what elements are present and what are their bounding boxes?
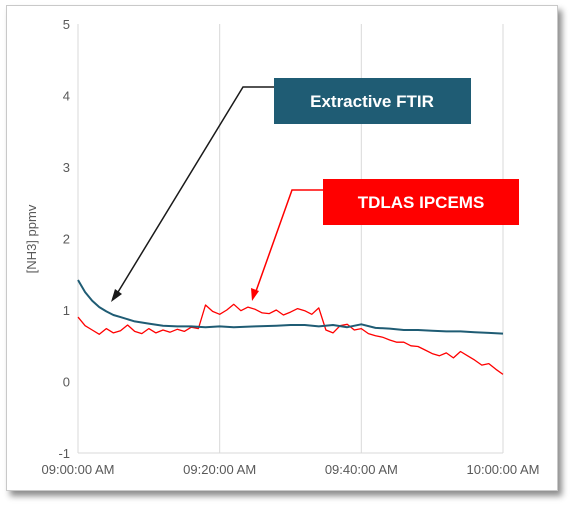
callout-tdlas-label: TDLAS IPCEMS (358, 193, 485, 212)
callout-ftir: Extractive FTIR (111, 78, 471, 302)
line-chart: -1 0 1 2 3 4 5 09:00:00 AM 09:20:00 AM 09:40:00 … (24, 17, 540, 477)
y-axis-title: [NH3] ppmv (24, 204, 39, 273)
callout-tdlas: TDLAS IPCEMS (251, 179, 519, 301)
callout-ftir-arrowhead (111, 289, 122, 302)
y-tick-label: 4 (63, 89, 70, 104)
axes (77, 24, 503, 454)
x-tick-label: 09:00:00 AM (42, 462, 115, 477)
callout-ftir-label: Extractive FTIR (310, 92, 434, 111)
series-line-tdlas-ipcems (77, 303, 504, 375)
series-lines (77, 279, 504, 375)
x-tick-labels: 09:00:00 AM 09:20:00 AM 09:40:00 AM 10:00:0… (42, 462, 540, 477)
y-tick-label: 3 (63, 160, 70, 175)
y-tick-labels: -1 0 1 2 3 4 5 (58, 17, 70, 461)
y-tick-label: 0 (63, 375, 70, 390)
y-tick-label: -1 (58, 446, 70, 461)
x-tick-label: 10:00:00 AM (467, 462, 540, 477)
series-line-extractive-ftir (77, 279, 504, 335)
callout-tdlas-arrow (254, 189, 323, 295)
x-tick-label: 09:20:00 AM (183, 462, 256, 477)
callout-tdlas-arrowhead (251, 288, 259, 301)
y-tick-label: 2 (63, 232, 70, 247)
y-tick-label: 1 (63, 303, 70, 318)
callout-ftir-arrow (114, 86, 274, 298)
x-tick-label: 09:40:00 AM (325, 462, 398, 477)
chart-frame: -1 0 1 2 3 4 5 09:00:00 AM 09:20:00 AM 09:40:00 … (6, 5, 558, 491)
y-tick-label: 5 (63, 17, 70, 32)
callout-ftir-box (274, 78, 471, 124)
callout-tdlas-box (323, 179, 519, 225)
